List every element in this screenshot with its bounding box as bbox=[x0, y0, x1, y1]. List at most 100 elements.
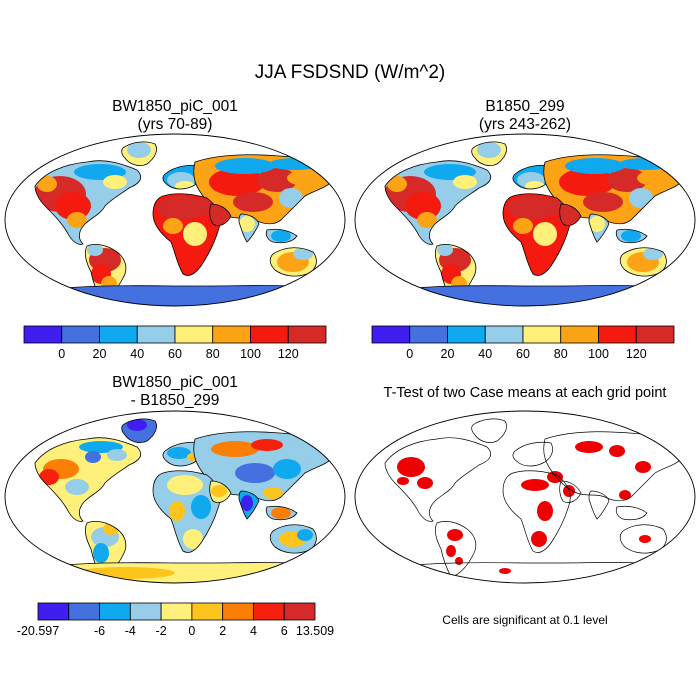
panel4-significant-cell-1 bbox=[417, 477, 433, 489]
panel-title-1-line2: (yrs 70-89) bbox=[137, 116, 213, 133]
panel-title-1-line1: BW1850_piC_001 bbox=[112, 98, 238, 115]
panel1-cell-19 bbox=[233, 192, 273, 212]
panel1-cell-29 bbox=[293, 248, 313, 260]
panel3-cell-78 bbox=[167, 475, 203, 495]
panel4-significant-cell-5 bbox=[455, 557, 463, 565]
panel2-cell-34 bbox=[453, 175, 477, 189]
panel4-significant-cell-16 bbox=[639, 535, 651, 543]
panel3-cell-79 bbox=[191, 495, 211, 519]
panel1-greenland-fill bbox=[121, 141, 157, 166]
panel2-cell-49 bbox=[583, 192, 623, 212]
panel2-map bbox=[355, 134, 695, 306]
panel1-cell-23 bbox=[177, 246, 201, 270]
panel2-seasia-fill bbox=[616, 229, 647, 243]
panel1-asia-fill bbox=[193, 154, 334, 224]
panel1-seasia-fill bbox=[266, 229, 297, 243]
panel4-africa-coast bbox=[502, 470, 571, 553]
panel4-antarctica-coast bbox=[386, 562, 673, 583]
panel3-cell-76 bbox=[287, 443, 323, 459]
panel4-significant-cell-3 bbox=[447, 529, 463, 541]
panel3-cell-75 bbox=[273, 459, 301, 479]
colorbar3-swatch-2 bbox=[99, 602, 131, 621]
panel3-cell-82 bbox=[211, 485, 227, 497]
panel1-northamerica-fill bbox=[35, 160, 141, 245]
panel3-antarctica-base bbox=[36, 562, 323, 583]
panel4-significant-cell-11 bbox=[575, 441, 603, 453]
panel2-cell-57 bbox=[621, 230, 641, 242]
panel1-cell-17 bbox=[269, 158, 321, 170]
panel1-cell-10 bbox=[87, 244, 103, 256]
panel1-cell-1 bbox=[55, 192, 91, 220]
panel4-europe-coast bbox=[512, 441, 553, 467]
panel3-asia-fill bbox=[193, 431, 334, 501]
colorbar1-swatch-3 bbox=[136, 325, 176, 344]
panel1-europe-coast bbox=[162, 164, 203, 190]
panel2-cell-47 bbox=[619, 158, 671, 170]
panel3-india-coast bbox=[238, 490, 260, 520]
panel2-cell-53 bbox=[527, 246, 551, 270]
panel2-india-fill bbox=[589, 214, 609, 242]
panel2-northamerica-coast bbox=[384, 160, 492, 245]
panel3-cell-80 bbox=[169, 501, 185, 521]
panel3-seasia-fill bbox=[266, 506, 297, 520]
panel4-significant-cell-4 bbox=[446, 545, 456, 557]
panel2-cell-40 bbox=[437, 244, 453, 256]
panel2-antarctica-base bbox=[386, 285, 673, 306]
colorbar2-swatch-5 bbox=[560, 325, 599, 344]
panel2-cell-55 bbox=[559, 206, 579, 222]
panel3-border bbox=[4, 410, 346, 584]
colorbar3-swatch-7 bbox=[253, 602, 285, 621]
panel1-cell-13 bbox=[209, 168, 265, 196]
colorbar2-tick-label-2: 40 bbox=[478, 347, 492, 361]
colorbar3-tick-label-3: -2 bbox=[156, 624, 167, 638]
colorbar3-swatch-0 bbox=[37, 602, 70, 621]
panel-title-2-line1: B1850_299 bbox=[485, 98, 565, 115]
panel1-cell-26 bbox=[239, 216, 255, 232]
panel1-africa-fill bbox=[153, 193, 221, 276]
colorbar3-swatch-6 bbox=[222, 602, 254, 621]
panel3-australia-fill bbox=[270, 524, 317, 554]
panel1-cell-6 bbox=[127, 142, 151, 158]
panel4-india-coast bbox=[588, 490, 610, 520]
panel3-cell-64 bbox=[85, 451, 101, 463]
panel1-cell-4 bbox=[103, 175, 127, 189]
panel3-arabia-coast bbox=[209, 480, 232, 503]
colorbar2-tick-label-6: 120 bbox=[626, 347, 647, 361]
panel2-africa-coast bbox=[502, 193, 571, 276]
panel1-cell-16 bbox=[215, 158, 275, 174]
panel3-cell-74 bbox=[235, 463, 275, 483]
panel4-significant-cell-2 bbox=[397, 477, 409, 485]
colorbar1-swatch-0 bbox=[23, 325, 63, 344]
panel2-australia-fill bbox=[620, 247, 667, 277]
panel2-greenland-fill bbox=[471, 141, 507, 166]
panel1-antarctica-fill bbox=[36, 285, 323, 306]
panel2-cell-48 bbox=[629, 188, 653, 208]
panel2-cell-50 bbox=[507, 196, 555, 220]
colorbar3-tick-label-8: 13.509 bbox=[296, 624, 334, 638]
panel2-cell-32 bbox=[417, 212, 437, 228]
colorbar2-swatch-3 bbox=[484, 325, 524, 344]
panel3-seasia-coast bbox=[265, 505, 298, 521]
colorbar1-swatch-5 bbox=[212, 325, 251, 344]
colorbar2-swatch-6 bbox=[598, 325, 637, 344]
panel4-map bbox=[384, 418, 684, 583]
panel-title-1: BW1850_piC_001 (yrs 70-89) bbox=[25, 98, 325, 134]
panel1-seasia-coast bbox=[265, 228, 298, 244]
colorbar3-tick-label-1: -6 bbox=[94, 624, 105, 638]
panel1-greenland-coast bbox=[121, 141, 157, 166]
panel2-border bbox=[354, 133, 696, 307]
colorbar1-tick-label-3: 60 bbox=[168, 347, 182, 361]
panel4-significant-cell-9 bbox=[531, 531, 547, 547]
panel3-cell-84 bbox=[271, 507, 291, 519]
panel1-africa-coast bbox=[152, 193, 221, 276]
panel2-cell-54 bbox=[513, 218, 533, 234]
panel2-cell-59 bbox=[643, 248, 663, 260]
panel3-cell-62 bbox=[65, 479, 89, 495]
panel1-antarctica-base bbox=[36, 285, 323, 306]
colorbar1-tick-label-1: 20 bbox=[93, 347, 107, 361]
colorbar1-swatch-2 bbox=[99, 325, 138, 344]
colorbar1-swatch-4 bbox=[174, 325, 214, 344]
panel2-cell-56 bbox=[589, 216, 605, 232]
panel2-asia-fill bbox=[543, 154, 684, 224]
